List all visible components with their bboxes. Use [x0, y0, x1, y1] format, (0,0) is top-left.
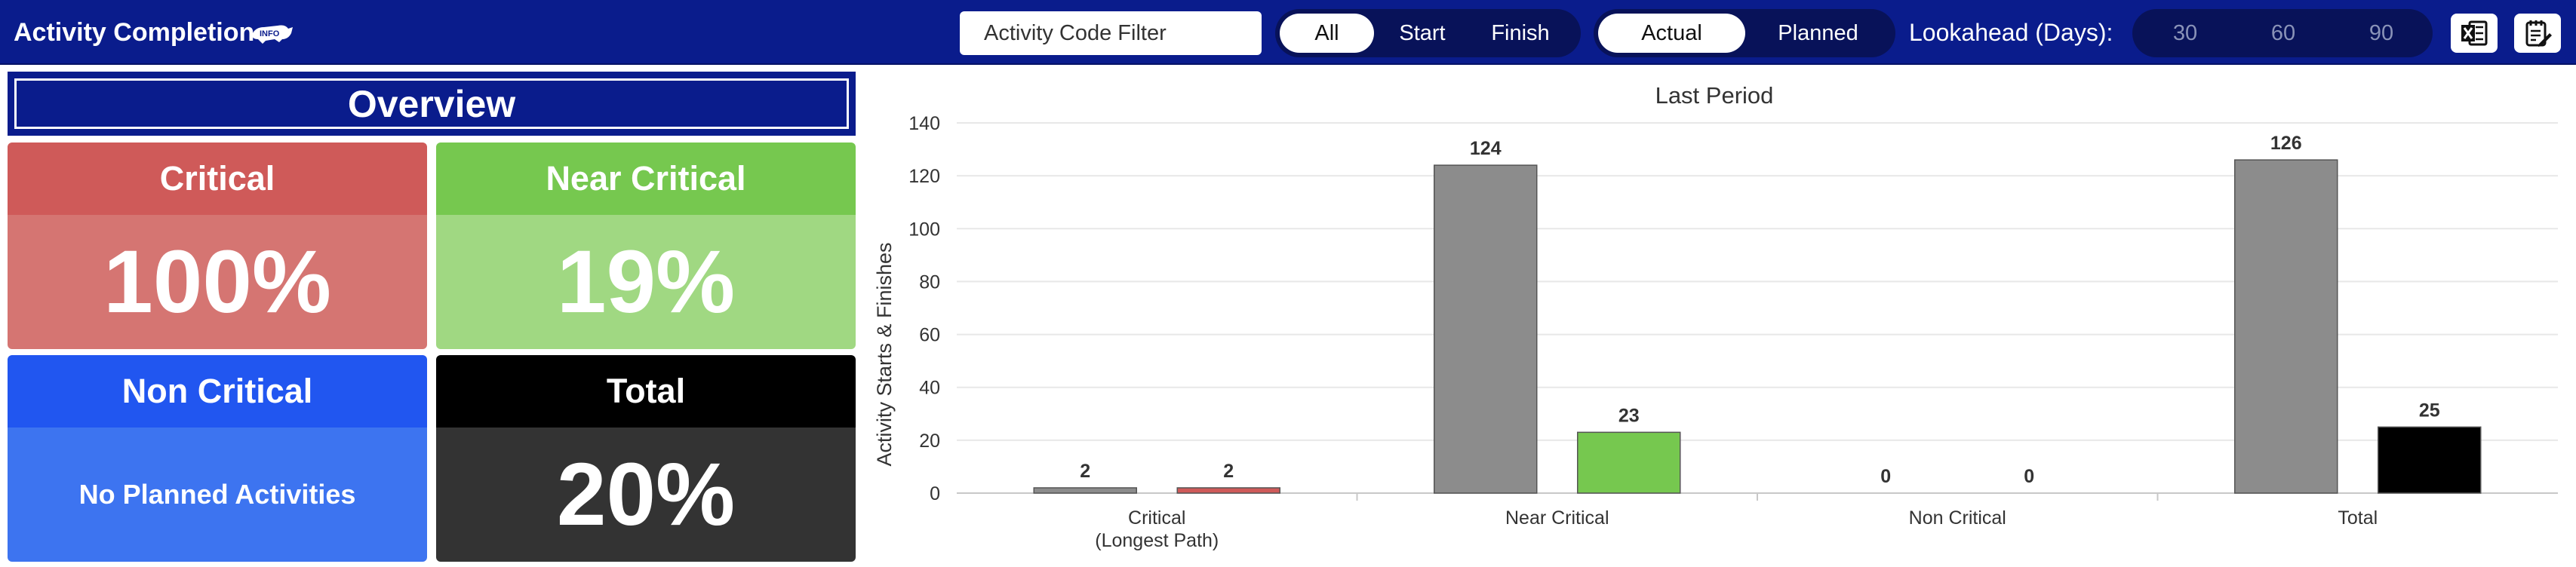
bar-value-label: 0 — [1880, 466, 1891, 487]
x-tick-label: Critical — [1128, 507, 1185, 529]
actual-planned-toggle: Actual Planned — [1594, 9, 1895, 57]
excel-export-icon — [2461, 20, 2488, 46]
bar-value-label: 2 — [1080, 461, 1090, 482]
y-tick-label: 40 — [919, 378, 940, 399]
bar-value-label: 0 — [2024, 466, 2034, 487]
bar[interactable] — [2234, 159, 2338, 494]
lookahead-option-60[interactable]: 60 — [2270, 20, 2296, 45]
tab-start[interactable]: Start — [1399, 20, 1446, 45]
total-card: Total 20% — [436, 355, 856, 562]
tab-finish[interactable]: Finish — [1491, 20, 1550, 45]
activity-code-filter-input[interactable] — [960, 11, 1262, 55]
y-tick-label: 100 — [908, 219, 940, 240]
near-critical-card-value: 19% — [436, 215, 856, 349]
last-period-chart: Last Period Activity Starts & Finishes 0… — [868, 72, 2576, 567]
bar-value-label: 124 — [1470, 138, 1502, 159]
bar-value-label: 2 — [1223, 461, 1234, 482]
svg-text:INFO: INFO — [260, 29, 280, 38]
bar-value-label: 23 — [1618, 405, 1640, 426]
lookahead-option-30[interactable]: 30 — [2172, 20, 2198, 45]
bar[interactable] — [2378, 426, 2482, 494]
near-critical-card-label: Near Critical — [436, 143, 856, 215]
bar-value-label: 25 — [2419, 400, 2440, 421]
y-tick-label: 60 — [919, 325, 940, 346]
critical-card: Critical 100% — [8, 143, 427, 349]
bar[interactable] — [1033, 487, 1137, 494]
lookahead-option-90[interactable]: 90 — [2369, 20, 2394, 45]
overview-title: Overview — [14, 78, 849, 129]
y-tick-label: 20 — [919, 431, 940, 452]
notes-button[interactable] — [2514, 14, 2561, 53]
notes-edit-icon — [2525, 20, 2552, 47]
bar[interactable] — [1434, 164, 1538, 494]
total-card-label: Total — [436, 355, 856, 428]
tab-all[interactable]: All — [1280, 14, 1374, 53]
chart-title: Last Period — [1655, 82, 1774, 109]
critical-card-label: Critical — [8, 143, 427, 215]
lookahead-label: Lookahead (Days): — [1909, 18, 2113, 46]
event-type-toggle: All Start Finish — [1275, 9, 1581, 57]
bar[interactable] — [1577, 431, 1681, 494]
info-icon[interactable]: INFO — [249, 20, 296, 45]
bar[interactable] — [1176, 487, 1280, 494]
non-critical-card-label: Non Critical — [8, 355, 427, 428]
critical-card-value: 100% — [8, 215, 427, 349]
total-card-value: 20% — [436, 428, 856, 562]
bar-value-label: 126 — [2270, 133, 2302, 154]
x-tick-label: Non Critical — [1909, 507, 2006, 529]
top-bar: Activity Completion INFO All Start Finis… — [0, 0, 2576, 65]
app-title: Activity Completion — [14, 17, 255, 47]
x-tick-label: Total — [2338, 507, 2378, 529]
near-critical-card: Near Critical 19% — [436, 143, 856, 349]
non-critical-card-value: No Planned Activities — [8, 428, 427, 562]
tab-planned[interactable]: Planned — [1778, 20, 1858, 45]
y-tick-label: 140 — [908, 113, 940, 134]
x-tick-label-line2: (Longest Path) — [1095, 530, 1219, 551]
tab-actual[interactable]: Actual — [1598, 14, 1745, 53]
last-period-chart-svg: Last Period Activity Starts & Finishes 0… — [873, 82, 2558, 551]
overview-header: Overview — [8, 72, 856, 136]
y-tick-label: 0 — [930, 483, 940, 504]
y-tick-label: 80 — [919, 271, 940, 293]
excel-export-button[interactable] — [2451, 14, 2498, 53]
lookahead-toggle: 30 60 90 — [2132, 9, 2433, 57]
x-tick-label: Near Critical — [1505, 507, 1609, 529]
chart-bars — [1033, 159, 2482, 494]
chart-y-axis-label: Activity Starts & Finishes — [873, 242, 896, 466]
non-critical-card: Non Critical No Planned Activities — [8, 355, 427, 562]
y-tick-label: 120 — [908, 166, 940, 187]
